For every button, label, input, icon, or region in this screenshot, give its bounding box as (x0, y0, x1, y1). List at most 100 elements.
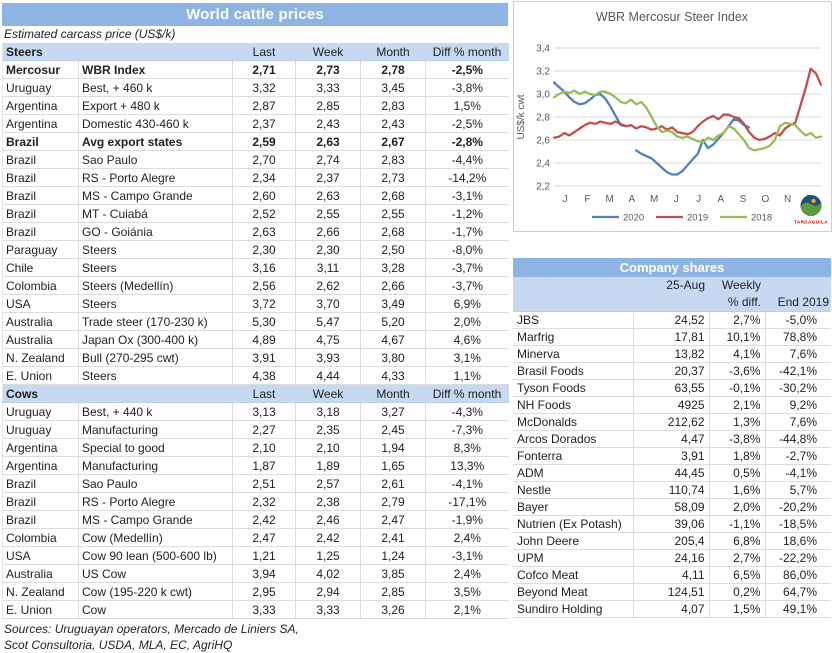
month-price-cell: 2,83 (360, 96, 427, 115)
weekly-diff-cell: -3,8% (709, 430, 766, 448)
week-price-cell: 2,42 (295, 528, 362, 547)
y-tick-label: 2,8 (536, 113, 550, 124)
month-price-cell: 2,83 (360, 150, 427, 169)
last-price-cell: 3,72 (232, 294, 297, 313)
company-name-cell: NH Foods (513, 396, 634, 414)
company-row: John Deere 205,4 6,8% 18,6% (513, 532, 831, 550)
column-header-cell: Month (360, 43, 426, 61)
cattle-title-band: World cattle prices (2, 3, 508, 26)
weekly-diff-cell: 0,5% (709, 464, 766, 482)
diff-percent-cell: -4,1% (425, 474, 509, 493)
last-price-cell: 2,59 (232, 132, 297, 151)
week-price-cell: 2,66 (295, 222, 362, 241)
week-price-cell: 2,35 (295, 420, 362, 439)
description-cell: Cow (195-220 k cwt) (78, 582, 234, 601)
cattle-prices-table: World cattle prices Estimated carcass pr… (1, 3, 509, 653)
logo-sun (811, 198, 816, 204)
weekly-diff-cell: 10,1% (709, 328, 766, 346)
week-price-cell: 2,74 (295, 150, 362, 169)
company-row: Beyond Meat 124,51 0,2% 64,7% (513, 583, 831, 601)
end-2019-cell: -18,5% (765, 515, 831, 533)
company-name-cell: Brasil Foods (513, 362, 634, 380)
end-2019-cell: -20,2% (765, 498, 831, 516)
week-price-cell: 3,11 (295, 258, 362, 277)
month-price-cell: 3,28 (360, 258, 427, 277)
country-cell: Brazil (2, 222, 79, 241)
company-name-cell: McDonalds (513, 413, 634, 431)
column-header-cell: Month (360, 384, 426, 403)
month-price-cell: 2,66 (360, 276, 427, 295)
diff-percent-cell: -8,0% (425, 240, 509, 259)
table-row: Colombia Steers (Medellín) 2,56 2,62 2,66 -3,… (2, 276, 509, 295)
diff-percent-cell: 1,1% (425, 366, 509, 385)
company-name-cell: JBS (513, 311, 634, 329)
last-price-cell: 3,33 (232, 600, 297, 619)
description-cell: Export + 480 k (78, 96, 234, 115)
x-tick-label: M (605, 194, 613, 205)
end-2019-cell: 9,2% (765, 396, 831, 414)
section-name-cell: Cows (1, 384, 233, 403)
diff-percent-cell: 8,3% (425, 438, 509, 457)
month-price-cell: 2,45 (360, 420, 427, 439)
company-name-cell: Cofco Meat (513, 566, 634, 584)
share-price-cell: 58,09 (633, 498, 710, 516)
country-cell: Chile (2, 258, 79, 277)
legend-label: 2018 (751, 213, 772, 224)
last-price-cell: 1,21 (232, 546, 297, 565)
company-row: Bayer 58,09 2,0% -20,2% (513, 498, 831, 516)
company-row: Brasil Foods 20,37 -3,6% -42,1% (513, 362, 831, 380)
month-price-cell: 2,73 (360, 168, 427, 187)
last-price-cell: 2,70 (232, 150, 297, 169)
last-price-cell: 2,37 (232, 114, 297, 133)
table-row: Uruguay Best, + 460 k 3,32 3,33 3,45 -3,8% (2, 78, 509, 97)
diff-percent-cell: -1,2% (425, 204, 509, 223)
diff-percent-cell: -3,1% (425, 186, 509, 205)
section-header-row: Cows Last Week Month Diff % month (1, 384, 509, 403)
logo-brand-text: TARDAGUILA (794, 220, 828, 225)
y-tick-label: 2,6 (536, 136, 550, 147)
diff-percent-cell: -4,4% (425, 150, 509, 169)
chart-title: WBR Mercosur Steer Index (596, 10, 749, 24)
legend-item: 2018 (720, 213, 772, 224)
company-row: Minerva 13,82 4,1% 7,6% (513, 345, 831, 363)
company-name-cell: Marfrig (513, 328, 634, 346)
company-name-cell: Beyond Meat (513, 583, 634, 601)
week-price-cell: 2,94 (295, 582, 362, 601)
x-tick-label: J (696, 194, 701, 205)
month-price-cell: 2,79 (360, 492, 427, 511)
week-price-cell: 2,57 (295, 474, 362, 493)
weekly-diff-cell: 1,6% (709, 481, 766, 499)
description-cell: Avg export states (78, 132, 234, 151)
legend-item: 2019 (656, 213, 708, 224)
week-price-cell: 2,38 (295, 492, 362, 511)
share-price-cell: 110,74 (633, 481, 710, 499)
column-header-cell: Diff % month (425, 43, 509, 61)
steer-chart-svg: WBR Mercosur Steer Index 3,4 3,2 3,0 2,8 2,6 2… (516, 10, 828, 225)
country-cell: E. Union (2, 366, 79, 385)
week-price-cell: 3,93 (295, 348, 362, 367)
table-row: Paraguay Steers 2,30 2,30 2,50 -8,0% (2, 240, 509, 259)
end-2019-cell: 7,6% (765, 345, 831, 363)
share-price-cell: 212,62 (633, 413, 710, 431)
week-price-cell: 4,44 (295, 366, 362, 385)
company-row: Sundiro Holding 4,07 1,5% 49,1% (513, 600, 831, 618)
weekly-diff-cell: 1,3% (709, 413, 766, 431)
series-line-2019 (552, 67, 823, 142)
week-price-cell: 3,33 (295, 600, 362, 619)
table-row: E. Union Cow 3,33 3,33 3,26 2,1% (2, 600, 509, 619)
company-name-cell: UPM (513, 549, 634, 567)
table-row: Brazil MT - Cuiabá 2,52 2,55 2,55 -1,2% (2, 204, 509, 223)
week-price-cell: 2,55 (295, 204, 362, 223)
country-cell: Brazil (2, 492, 79, 511)
y-tick-label: 3,0 (536, 90, 550, 101)
diff-percent-cell: -3,8% (425, 78, 509, 97)
month-price-cell: 5,20 (360, 312, 427, 331)
week-price-cell: 4,75 (295, 330, 362, 349)
description-cell: US Cow (78, 564, 234, 583)
last-price-cell: 2,10 (232, 438, 297, 457)
steer-chart-panel: WBR Mercosur Steer Index 3,4 3,2 3,0 2,8 2,6 2… (513, 1, 832, 232)
diff-percent-cell: 6,9% (425, 294, 509, 313)
end-2019-cell: -4,1% (765, 464, 831, 482)
diff-percent-cell: 2,0% (425, 312, 509, 331)
month-price-cell: 3,80 (360, 348, 427, 367)
